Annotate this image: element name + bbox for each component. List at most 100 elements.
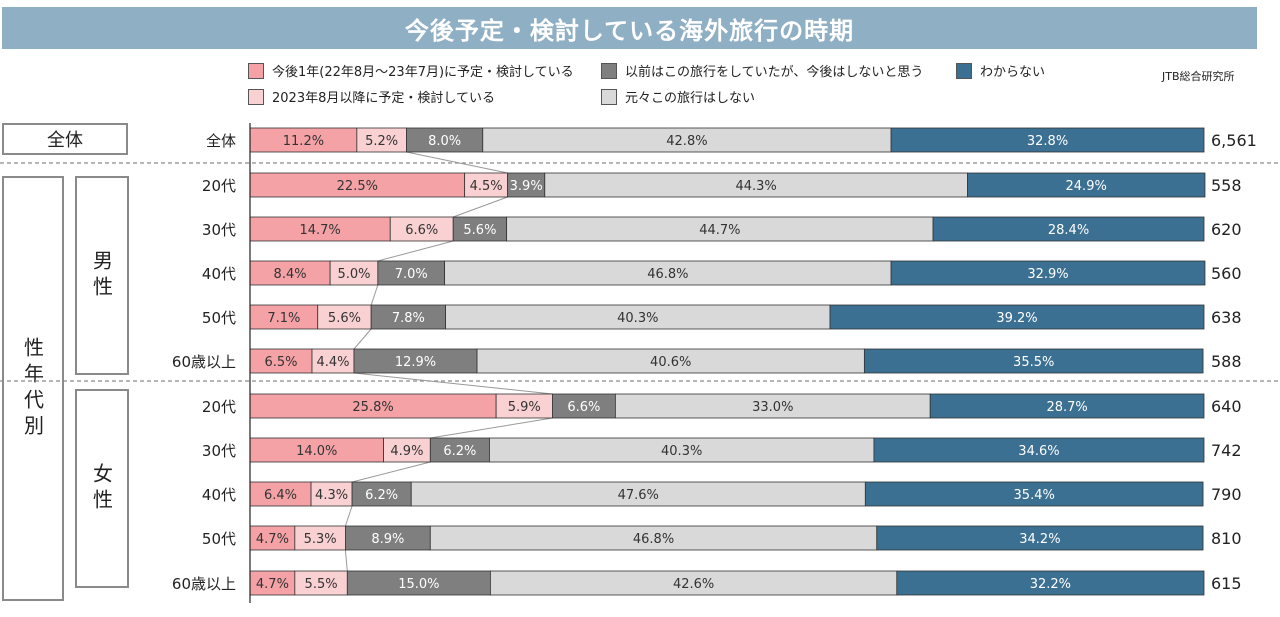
- category-label: 40代: [202, 486, 236, 504]
- bar-segment: [329, 260, 379, 286]
- bar-segment: [544, 172, 968, 198]
- group-male-label: 男性: [89, 249, 114, 302]
- data-label: 6.6%: [405, 223, 438, 238]
- data-label: 5.3%: [304, 532, 337, 547]
- bar-segment: [351, 481, 412, 507]
- data-label: 39.2%: [996, 311, 1037, 326]
- bar-segment: [896, 570, 1205, 596]
- bar-segment: [249, 570, 296, 596]
- bar-segment: [249, 172, 466, 198]
- data-label: 5.6%: [463, 223, 496, 238]
- connector-line: [344, 505, 353, 527]
- bar-segment: [552, 393, 616, 419]
- bar-segment: [249, 481, 312, 507]
- bar-segment: [932, 216, 1205, 242]
- bar-segment: [249, 304, 319, 330]
- data-label: 4.9%: [390, 444, 423, 459]
- data-label: 25.8%: [352, 400, 393, 415]
- data-label: 46.8%: [633, 532, 674, 547]
- bar-segment: [967, 172, 1206, 198]
- category-label: 30代: [202, 442, 236, 460]
- bar-segment: [614, 393, 931, 419]
- bar-segment: [353, 348, 478, 374]
- data-label: 32.2%: [1030, 577, 1071, 592]
- data-label: 6.2%: [443, 444, 476, 459]
- bar-segment: [249, 127, 358, 153]
- data-label: 4.5%: [470, 179, 503, 194]
- legend-label: 2023年8月以降に予定・検討している: [272, 91, 495, 106]
- bar-segment: [344, 525, 431, 551]
- data-label: 32.8%: [1027, 134, 1068, 149]
- bar-segment: [356, 127, 407, 153]
- source-label: JTB総合研究所: [1162, 70, 1235, 83]
- data-label: 4.7%: [256, 532, 289, 547]
- data-label: 8.0%: [428, 134, 461, 149]
- data-label: 7.1%: [267, 311, 300, 326]
- bar-segment: [482, 127, 892, 153]
- data-label: 40.3%: [661, 444, 702, 459]
- data-label: 34.2%: [1019, 532, 1060, 547]
- sample-size-label: 6,561: [1211, 131, 1257, 150]
- legend-swatch: [248, 88, 264, 105]
- data-label: 7.8%: [392, 311, 425, 326]
- sample-size-label: 615: [1211, 574, 1242, 593]
- data-label: 5.9%: [508, 400, 541, 415]
- sample-size-label: 558: [1211, 176, 1242, 195]
- category-label: 20代: [202, 177, 236, 195]
- bar-segment: [410, 481, 866, 507]
- bar-segment: [489, 437, 875, 463]
- sample-size-label: 638: [1211, 308, 1242, 327]
- bar-segment: [249, 525, 296, 551]
- data-label: 14.7%: [299, 223, 340, 238]
- connector-line: [351, 461, 431, 483]
- legend-swatch: [601, 88, 617, 105]
- legend-swatch: [248, 62, 264, 79]
- category-label: 60歳以上: [172, 575, 236, 593]
- data-label: 6.2%: [365, 488, 398, 503]
- group-gender-age-box: 性年代別: [2, 176, 64, 601]
- legend-label: 以前はこの旅行をしていたが、今後はしないと思う: [625, 65, 924, 80]
- data-label: 42.8%: [666, 134, 707, 149]
- data-label: 35.5%: [1013, 355, 1054, 370]
- category-label: 60歳以上: [172, 353, 236, 371]
- category-label: 20代: [202, 398, 236, 416]
- data-label: 44.7%: [699, 223, 740, 238]
- legend-item-unknown: わからない: [956, 61, 1045, 80]
- group-all-box: 全体: [2, 123, 128, 155]
- data-label: 42.6%: [673, 577, 714, 592]
- category-label: 30代: [202, 221, 236, 239]
- legend-item-stopped: 以前はこの旅行をしていたが、今後はしないと思う: [601, 61, 923, 80]
- bar-segment: [346, 570, 491, 596]
- group-female-label: 女性: [89, 462, 114, 515]
- data-label: 6.4%: [264, 488, 297, 503]
- bar-segment: [476, 348, 865, 374]
- bar-segment: [507, 172, 546, 198]
- connector-line: [377, 240, 454, 262]
- data-label: 33.0%: [752, 400, 793, 415]
- group-all-label: 全体: [47, 130, 83, 151]
- bar-segment: [294, 525, 346, 551]
- bar-segment: [452, 216, 508, 242]
- bar-segment: [490, 570, 898, 596]
- bar-segment: [506, 216, 934, 242]
- data-label: 4.4%: [316, 355, 349, 370]
- bar-segment: [873, 437, 1205, 463]
- bar-segment: [249, 260, 331, 286]
- data-label: 5.6%: [328, 311, 361, 326]
- bar-segment: [829, 304, 1205, 330]
- data-label: 24.9%: [1066, 179, 1107, 194]
- data-label: 12.9%: [395, 355, 436, 370]
- data-label: 15.0%: [398, 577, 439, 592]
- legend-label: わからない: [980, 65, 1046, 80]
- data-label: 8.4%: [274, 267, 307, 282]
- data-label: 40.6%: [650, 355, 691, 370]
- bar-segment: [383, 437, 431, 463]
- bar-segment: [863, 348, 1204, 374]
- category-label: 50代: [202, 530, 236, 548]
- bar-segment: [310, 481, 353, 507]
- bar-segment: [495, 393, 553, 419]
- bar-segment: [406, 127, 484, 153]
- bar-segment: [377, 260, 446, 286]
- data-label: 4.3%: [315, 488, 348, 503]
